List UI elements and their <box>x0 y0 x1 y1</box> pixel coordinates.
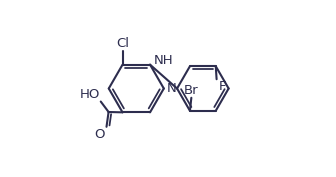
Text: F: F <box>219 80 226 93</box>
Text: NH: NH <box>154 54 173 67</box>
Text: Br: Br <box>184 84 199 97</box>
Text: Cl: Cl <box>116 37 129 50</box>
Text: N: N <box>166 82 176 95</box>
Text: HO: HO <box>80 88 100 101</box>
Text: O: O <box>94 128 105 141</box>
